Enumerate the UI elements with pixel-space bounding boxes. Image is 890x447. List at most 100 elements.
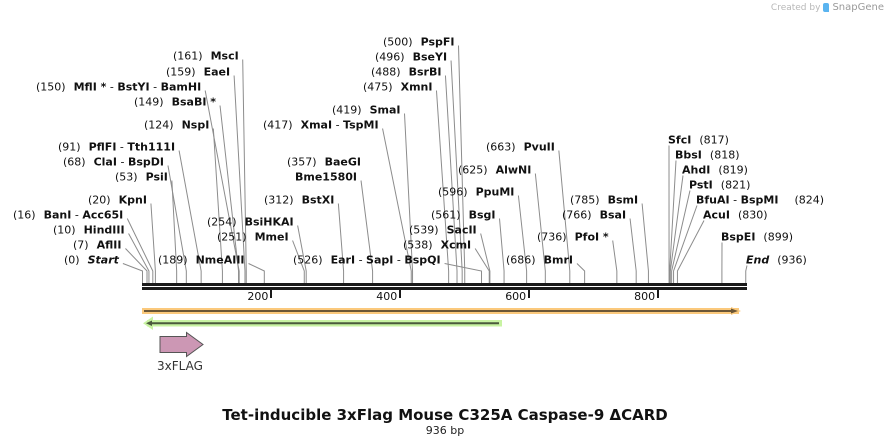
site-label-bseYI[interactable]: (496) BseYI xyxy=(375,51,447,64)
site-label-bmrI[interactable]: (686) BmrI xyxy=(506,254,573,267)
site-label-sfcI[interactable]: SfcI (817) xyxy=(668,134,729,147)
cut-position: (20) xyxy=(88,193,111,207)
cut-position: (830) xyxy=(737,208,768,222)
site-label-pflFI-tth111I[interactable]: (91) PflFI - Tth111I xyxy=(58,141,175,154)
cut-position: (766) xyxy=(562,208,592,222)
site-label-bfuAI-bspMI[interactable]: BfuAI - BspMI (824) xyxy=(696,194,824,207)
enzyme-name: BsgI xyxy=(468,208,496,222)
site-label-psiI[interactable]: (53) PsiI xyxy=(115,171,168,184)
site-label-bsiHKAI[interactable]: (254) BsiHKAI xyxy=(207,216,294,229)
site-label-bspEI[interactable]: BspEI (899) xyxy=(721,231,793,244)
site-label-end[interactable]: End (936) xyxy=(746,254,807,267)
site-label-pspFI[interactable]: (500) PspFI xyxy=(383,36,455,49)
site-label-earI-sapI-bspQI[interactable]: (526) EarI - SapI - BspQI xyxy=(293,254,441,267)
enzyme-name: BamHI xyxy=(160,80,202,94)
cut-position: (899) xyxy=(763,230,794,244)
enzyme-name: EarI xyxy=(330,253,356,267)
3xflag-feature-label[interactable]: 3xFLAG xyxy=(157,359,203,373)
site-label-xmnI[interactable]: (475) XmnI xyxy=(363,81,432,94)
orange-feature-arrow[interactable] xyxy=(142,307,741,315)
enzyme-name: Bme1580I xyxy=(295,170,358,184)
site-label-pfoI[interactable]: (736) PfoI * xyxy=(537,231,609,244)
separator: - xyxy=(119,140,124,154)
site-label-start[interactable]: (0) Start xyxy=(64,254,119,267)
snapgene-watermark: Created by SnapGene xyxy=(771,2,884,13)
enzyme-name: BsrBI xyxy=(408,65,442,79)
site-label-bstXI[interactable]: (312) BstXI xyxy=(264,194,334,207)
site-label-xcmI[interactable]: (538) XcmI xyxy=(403,239,471,252)
enzyme-name: BseYI xyxy=(412,50,448,64)
enzyme-name: BsaI xyxy=(599,208,627,222)
enzyme-name: BmrI xyxy=(543,253,573,267)
enzyme-name: AcuI xyxy=(703,208,730,222)
cut-position: (91) xyxy=(58,140,81,154)
site-label-nmeAIII[interactable]: (189) NmeAIII xyxy=(158,254,245,267)
site-label-bsmI[interactable]: (785) BsmI xyxy=(570,194,638,207)
cut-position: (686) xyxy=(506,253,536,267)
site-label-xmaI-tspMI[interactable]: (417) XmaI - TspMI xyxy=(263,119,379,132)
cut-position: (496) xyxy=(375,50,405,64)
cut-position: (7) xyxy=(73,238,89,252)
cut-position: (0) xyxy=(64,253,80,267)
site-label-nspI[interactable]: (124) NspI xyxy=(144,119,209,132)
cut-position: (736) xyxy=(537,230,567,244)
enzyme-name: PstI xyxy=(689,178,713,192)
site-label-hindIII[interactable]: (10) HindIII xyxy=(53,224,125,237)
site-label-alwNI[interactable]: (625) AlwNI xyxy=(458,164,531,177)
site-label-bsaBI[interactable]: (149) BsaBI * xyxy=(134,96,216,109)
site-label-bsrBI[interactable]: (488) BsrBI xyxy=(371,66,441,79)
site-label-pstI[interactable]: PstI (821) xyxy=(689,179,750,192)
separator: - xyxy=(396,253,401,267)
site-label-kpnI[interactable]: (20) KpnI xyxy=(88,194,147,207)
green-feature-arrow[interactable] xyxy=(143,316,502,331)
site-label-mflI-bstYI-bamHI[interactable]: (150) MflI * - BstYI - BamHI xyxy=(36,81,201,94)
separator: - xyxy=(358,253,363,267)
cut-position: (824) xyxy=(794,193,825,207)
watermark-prefix: Created by xyxy=(770,2,821,13)
site-label-sacII[interactable]: (539) SacII xyxy=(409,224,477,237)
ruler-tick xyxy=(528,288,531,298)
cut-position: (625) xyxy=(458,163,488,177)
site-label-ppuMI[interactable]: (596) PpuMI xyxy=(438,186,514,199)
site-label-smaI[interactable]: (419) SmaI xyxy=(332,104,401,117)
site-label-ahdI[interactable]: AhdI (819) xyxy=(682,164,748,177)
site-label-bsaI[interactable]: (766) BsaI xyxy=(562,209,626,222)
enzyme-name: BspDI xyxy=(127,155,164,169)
cut-position: (124) xyxy=(144,118,174,132)
cut-position: (254) xyxy=(207,215,237,229)
3xflag-feature-arrow[interactable] xyxy=(159,331,204,358)
enzyme-name: HindIII xyxy=(83,223,125,237)
site-label-bsgI[interactable]: (561) BsgI xyxy=(431,209,496,222)
site-label-pvuII[interactable]: (663) PvuII xyxy=(486,141,555,154)
enzyme-name: SapI xyxy=(366,253,394,267)
site-label-mmeI[interactable]: (251) MmeI xyxy=(217,231,289,244)
map-title: Tet-inducible 3xFlag Mouse C325A Caspase… xyxy=(222,406,668,424)
site-label-claI-bspDI[interactable]: (68) ClaI - BspDI xyxy=(63,156,164,169)
cut-position: (251) xyxy=(217,230,247,244)
enzyme-name: BstXI xyxy=(301,193,335,207)
cut-position: (596) xyxy=(438,185,468,199)
site-label-baeGI[interactable]: (357) BaeGI xyxy=(287,156,361,169)
ruler-tick-label: 200 xyxy=(247,290,269,303)
site-label-bme1580I[interactable]: Bme1580I xyxy=(295,171,357,184)
enzyme-name: PpuMI xyxy=(475,185,515,199)
site-label-bbsI[interactable]: BbsI (818) xyxy=(675,149,740,162)
enzyme-name: XmaI xyxy=(300,118,333,132)
ruler-tick-label: 600 xyxy=(505,290,527,303)
cut-position: (16) xyxy=(13,208,36,222)
site-label-acuI[interactable]: AcuI (830) xyxy=(703,209,768,222)
site-label-eaeI[interactable]: (159) EaeI xyxy=(166,66,230,79)
site-label-aflII[interactable]: (7) AflII xyxy=(73,239,121,252)
enzyme-name: PvuII xyxy=(523,140,555,154)
site-label-banI-acc65I[interactable]: (16) BanI - Acc65I xyxy=(13,209,123,222)
cut-position: (159) xyxy=(166,65,196,79)
enzyme-name: BsaBI * xyxy=(171,95,217,109)
cut-position: (500) xyxy=(383,35,413,49)
enzyme-name: BspQI xyxy=(404,253,441,267)
cut-position: (150) xyxy=(36,80,66,94)
cut-position: (538) xyxy=(403,238,433,252)
site-label-mscI[interactable]: (161) MscI xyxy=(173,50,239,63)
separator: - xyxy=(733,193,738,207)
